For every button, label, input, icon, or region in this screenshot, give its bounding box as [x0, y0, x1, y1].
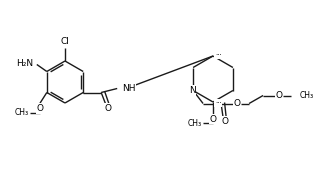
Text: ···: ···	[215, 52, 222, 58]
Text: O: O	[233, 99, 241, 108]
Text: H₂N: H₂N	[16, 59, 34, 68]
Text: NH: NH	[122, 84, 136, 93]
Text: O: O	[221, 117, 228, 126]
Text: N: N	[189, 86, 195, 95]
Text: O: O	[209, 114, 216, 124]
Text: O: O	[36, 104, 43, 113]
Text: CH₃: CH₃	[188, 119, 202, 127]
Text: ···: ···	[215, 100, 222, 106]
Text: O: O	[105, 104, 112, 113]
Text: O: O	[276, 91, 283, 100]
Text: CH₃: CH₃	[300, 91, 314, 100]
Text: Cl: Cl	[61, 38, 69, 46]
Text: CH₃: CH₃	[15, 108, 29, 117]
